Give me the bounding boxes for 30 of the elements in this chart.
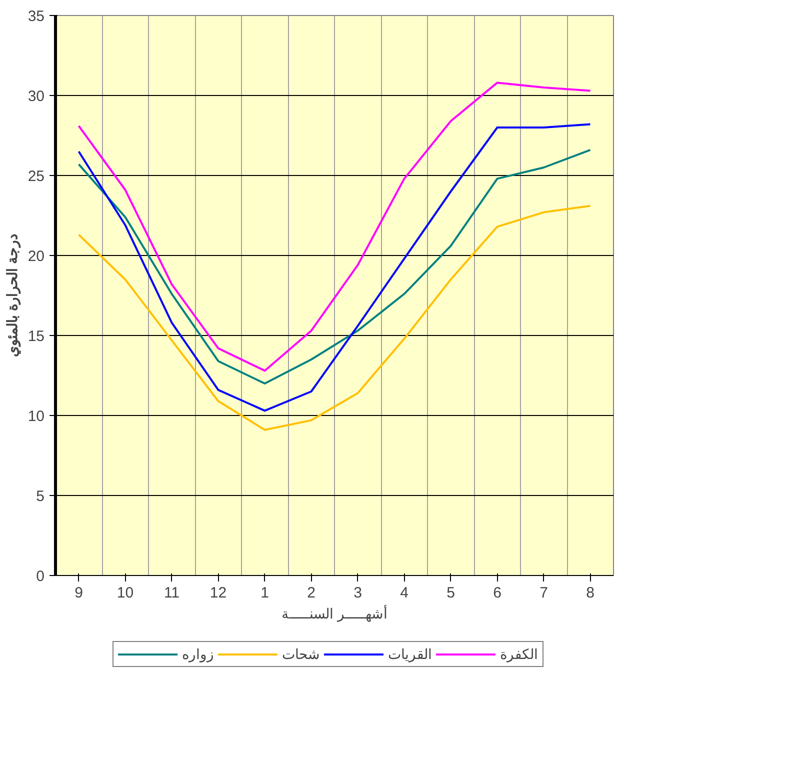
x-tick-label: 4 [400, 584, 408, 602]
y-tick-label: 25 [28, 168, 45, 185]
x-tick-label: 8 [586, 584, 594, 602]
y-tick-label: 35 [28, 8, 45, 25]
y-axis-title: درجة الحرارة بالمئوي [4, 234, 21, 357]
legend-label: زواره [182, 646, 214, 662]
y-tick-label: 10 [28, 408, 45, 425]
line-series [78, 123, 592, 412]
x-tick-label: 12 [210, 584, 227, 602]
x-tick-label: 5 [446, 584, 455, 602]
legend-label: القريات [388, 646, 432, 662]
x-tick-label: 7 [540, 584, 548, 602]
legend-label: شحات [282, 646, 320, 662]
line-series [78, 204, 592, 431]
y-tick-label: 5 [36, 488, 44, 505]
x-tick-label: 2 [307, 584, 316, 602]
line-series [78, 82, 592, 372]
x-tick-label: 9 [74, 584, 83, 602]
x-tick-label: 6 [493, 584, 502, 602]
x-tick-label: 11 [164, 584, 180, 602]
y-tick-label: 0 [36, 568, 44, 585]
y-tick-label: 30 [28, 88, 45, 105]
y-tick-label: 15 [28, 328, 45, 345]
y-tick-label: 20 [28, 248, 45, 265]
x-tick-label: 10 [116, 584, 134, 602]
line-series [78, 148, 592, 384]
x-axis-title: أشهـــــر السنـــــة [282, 604, 388, 622]
x-tick-label: 1 [260, 584, 269, 602]
x-tick-label: 3 [354, 584, 362, 602]
legend-label: الكفرة [500, 646, 538, 662]
